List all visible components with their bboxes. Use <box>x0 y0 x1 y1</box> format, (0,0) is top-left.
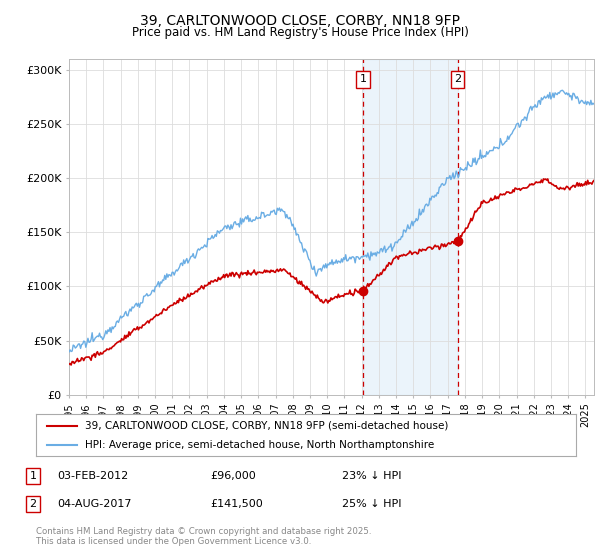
Text: 2: 2 <box>454 74 461 85</box>
Text: 2: 2 <box>29 499 37 509</box>
Text: 03-FEB-2012: 03-FEB-2012 <box>57 471 128 481</box>
Text: 39, CARLTONWOOD CLOSE, CORBY, NN18 9FP: 39, CARLTONWOOD CLOSE, CORBY, NN18 9FP <box>140 14 460 28</box>
Text: 23% ↓ HPI: 23% ↓ HPI <box>342 471 401 481</box>
Text: 1: 1 <box>359 74 367 85</box>
Text: 25% ↓ HPI: 25% ↓ HPI <box>342 499 401 509</box>
Text: 1: 1 <box>29 471 37 481</box>
Text: Contains HM Land Registry data © Crown copyright and database right 2025.
This d: Contains HM Land Registry data © Crown c… <box>36 526 371 546</box>
Bar <box>363 59 458 395</box>
Text: 39, CARLTONWOOD CLOSE, CORBY, NN18 9FP (semi-detached house): 39, CARLTONWOOD CLOSE, CORBY, NN18 9FP (… <box>85 421 448 431</box>
Text: £96,000: £96,000 <box>210 471 256 481</box>
Text: Price paid vs. HM Land Registry's House Price Index (HPI): Price paid vs. HM Land Registry's House … <box>131 26 469 39</box>
Text: 04-AUG-2017: 04-AUG-2017 <box>57 499 131 509</box>
Text: HPI: Average price, semi-detached house, North Northamptonshire: HPI: Average price, semi-detached house,… <box>85 440 434 450</box>
Text: £141,500: £141,500 <box>210 499 263 509</box>
